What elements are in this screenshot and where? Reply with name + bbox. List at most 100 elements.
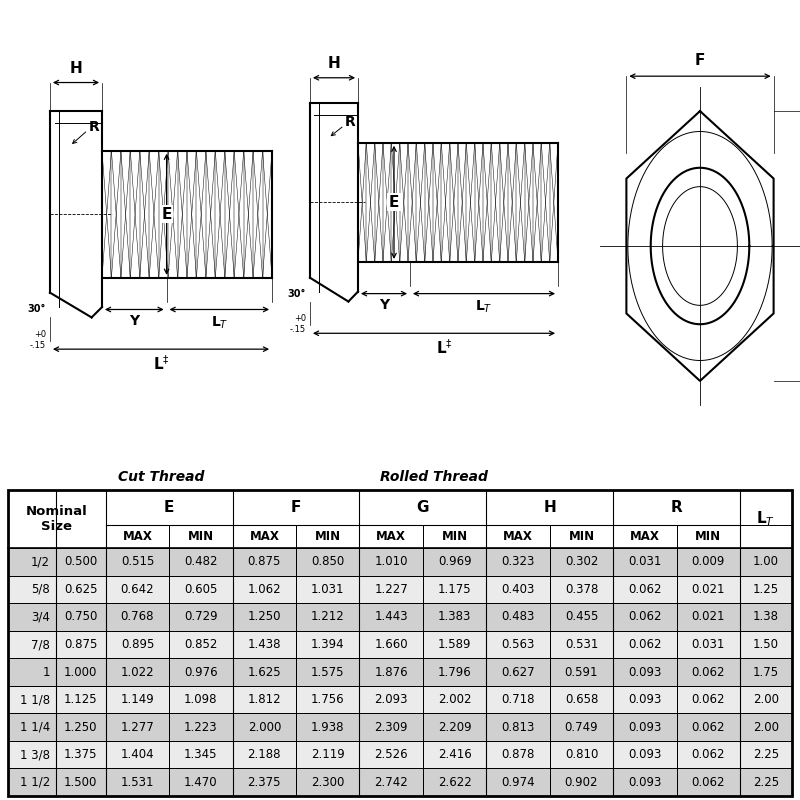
Bar — [170, 658, 233, 686]
Text: 0.813: 0.813 — [502, 721, 534, 734]
Text: 0.969: 0.969 — [438, 555, 471, 569]
Bar — [423, 769, 486, 796]
Bar — [613, 714, 677, 741]
Text: 1.149: 1.149 — [121, 693, 154, 706]
Bar — [423, 714, 486, 741]
Bar — [106, 658, 170, 686]
Bar — [740, 658, 792, 686]
Bar — [740, 576, 792, 603]
Text: 0.875: 0.875 — [64, 638, 98, 651]
Bar — [170, 686, 233, 714]
Bar — [550, 714, 613, 741]
Text: 1 3/8: 1 3/8 — [20, 748, 50, 761]
Bar — [423, 525, 486, 548]
Text: 1.010: 1.010 — [374, 555, 408, 569]
Bar — [550, 548, 613, 576]
Text: 0.483: 0.483 — [502, 610, 534, 623]
Bar — [106, 769, 170, 796]
Text: +0
-.15: +0 -.15 — [30, 330, 46, 350]
Bar — [359, 741, 423, 769]
Bar — [423, 603, 486, 630]
Text: 0.323: 0.323 — [502, 555, 534, 569]
Text: 0.031: 0.031 — [692, 638, 725, 651]
Text: 1.443: 1.443 — [374, 610, 408, 623]
Bar — [359, 769, 423, 796]
Bar — [550, 603, 613, 630]
Text: L$^{‡}$: L$^{‡}$ — [435, 338, 453, 357]
Bar — [677, 658, 740, 686]
Bar — [423, 741, 486, 769]
Text: 1.75: 1.75 — [753, 666, 779, 678]
Bar — [233, 490, 359, 525]
Text: 1.383: 1.383 — [438, 610, 471, 623]
Text: 0.625: 0.625 — [64, 583, 98, 596]
Bar — [486, 769, 550, 796]
Bar — [740, 548, 792, 576]
Bar — [423, 686, 486, 714]
Text: 0.062: 0.062 — [691, 666, 725, 678]
Text: 0.009: 0.009 — [692, 555, 725, 569]
Bar — [613, 769, 677, 796]
Bar — [296, 658, 359, 686]
Text: 1.000: 1.000 — [64, 666, 98, 678]
Bar — [170, 741, 233, 769]
Text: 1 1/2: 1 1/2 — [20, 776, 50, 789]
Text: 1.277: 1.277 — [121, 721, 154, 734]
Bar — [106, 741, 170, 769]
Bar — [677, 686, 740, 714]
Bar — [677, 630, 740, 658]
Bar — [106, 686, 170, 714]
Bar — [296, 769, 359, 796]
Text: 1 1/8: 1 1/8 — [20, 693, 50, 706]
Text: 0.031: 0.031 — [628, 555, 662, 569]
Text: 2.309: 2.309 — [374, 721, 408, 734]
Text: MAX: MAX — [250, 530, 279, 543]
Bar — [359, 490, 486, 525]
Text: 0.403: 0.403 — [502, 583, 534, 596]
Text: Cut Thread: Cut Thread — [118, 470, 204, 484]
Bar — [8, 686, 55, 714]
Bar — [740, 603, 792, 630]
Text: 0.378: 0.378 — [565, 583, 598, 596]
Text: L$_T$: L$_T$ — [210, 314, 228, 330]
Bar — [423, 630, 486, 658]
Text: 2.622: 2.622 — [438, 776, 471, 789]
Bar — [296, 630, 359, 658]
Bar — [359, 658, 423, 686]
Bar — [550, 769, 613, 796]
Bar — [296, 576, 359, 603]
Text: 1.531: 1.531 — [121, 776, 154, 789]
Text: 2.25: 2.25 — [753, 748, 779, 761]
Text: MAX: MAX — [503, 530, 533, 543]
Text: 0.591: 0.591 — [565, 666, 598, 678]
Text: 7/8: 7/8 — [31, 638, 50, 651]
Text: 0.515: 0.515 — [121, 555, 154, 569]
Bar — [550, 658, 613, 686]
Text: 0.093: 0.093 — [628, 721, 662, 734]
Text: 1.098: 1.098 — [184, 693, 218, 706]
Text: 1.125: 1.125 — [64, 693, 98, 706]
Bar — [8, 658, 55, 686]
Text: R: R — [89, 120, 99, 134]
Bar — [359, 576, 423, 603]
Bar — [359, 686, 423, 714]
Text: 1.38: 1.38 — [753, 610, 779, 623]
Bar — [550, 630, 613, 658]
Text: 2.119: 2.119 — [311, 748, 345, 761]
Text: 1.394: 1.394 — [311, 638, 345, 651]
Bar — [423, 658, 486, 686]
Text: 0.810: 0.810 — [565, 748, 598, 761]
Text: 1.175: 1.175 — [438, 583, 471, 596]
Bar — [359, 714, 423, 741]
Text: 0.718: 0.718 — [502, 693, 534, 706]
Bar — [486, 525, 550, 548]
Bar — [677, 603, 740, 630]
Text: 0.768: 0.768 — [121, 610, 154, 623]
Text: 2.25: 2.25 — [753, 776, 779, 789]
Text: 1.227: 1.227 — [374, 583, 408, 596]
Text: 1.812: 1.812 — [247, 693, 281, 706]
Text: 1.250: 1.250 — [247, 610, 281, 623]
Text: 0.563: 0.563 — [502, 638, 534, 651]
Text: 2.002: 2.002 — [438, 693, 471, 706]
Bar — [233, 686, 296, 714]
